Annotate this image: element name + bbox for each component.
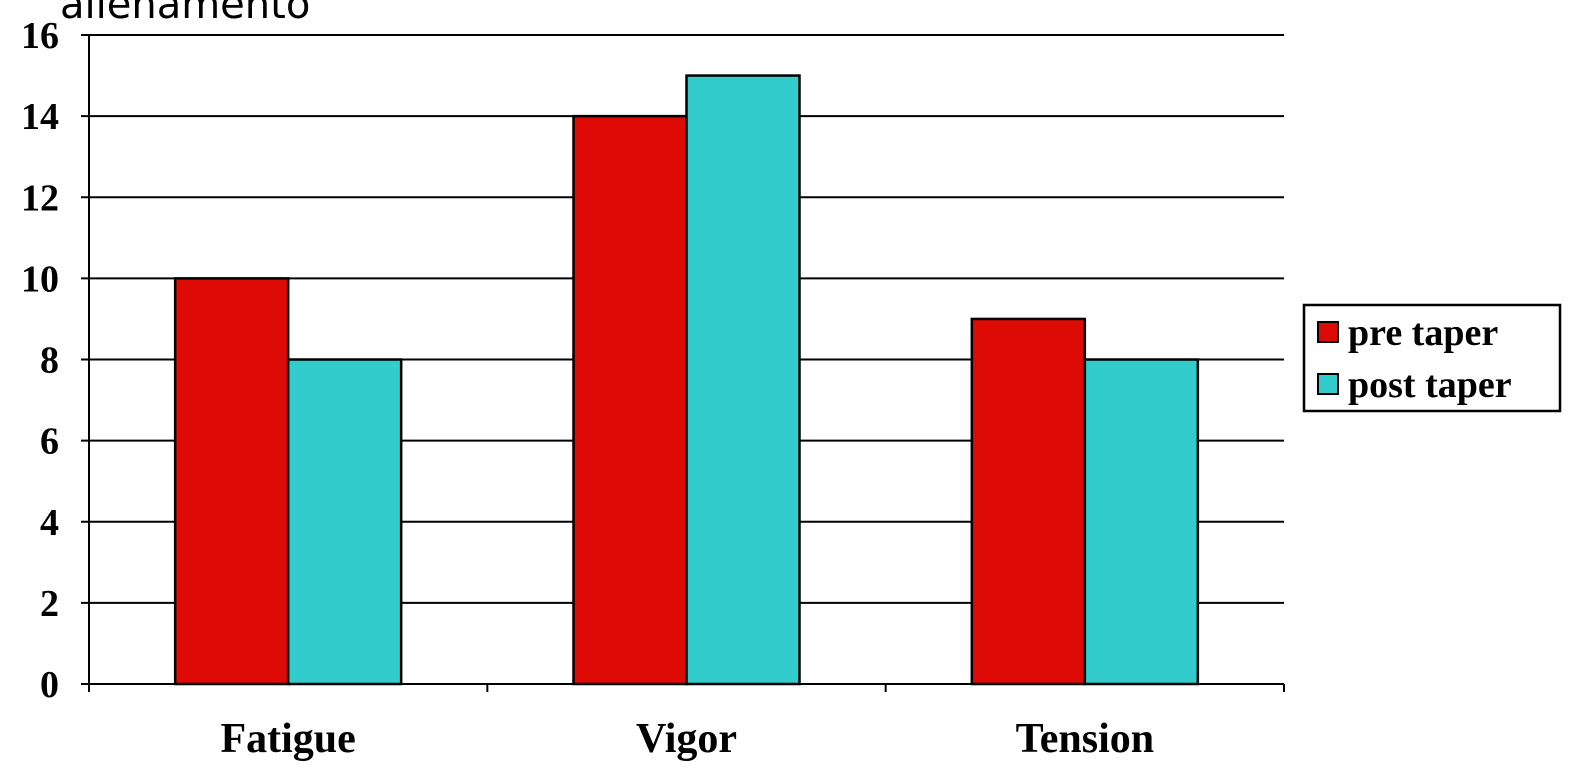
x-category-labels: Fatigue Vigor Tension (221, 716, 1155, 762)
y-tick-label: 16 (21, 15, 59, 57)
bars (173, 74, 1200, 686)
x-category-label: Fatigue (221, 716, 356, 762)
legend-swatch (1317, 321, 1339, 343)
y-tick-labels: 0 2 4 6 8 10 12 14 16 (21, 15, 59, 706)
y-tick-label: 6 (40, 421, 59, 463)
y-tick-label: 2 (40, 583, 59, 625)
legend-label: pre taper (1348, 312, 1498, 354)
legend-swatch (1317, 373, 1339, 395)
y-tick-label: 4 (40, 502, 59, 544)
y-tick-label: 8 (40, 340, 59, 382)
x-category-label: Tension (1016, 716, 1155, 762)
bar-post-taper-tension (1083, 358, 1200, 686)
y-tick-label: 10 (21, 258, 59, 300)
bar-pre-taper-fatigue (173, 277, 290, 686)
y-tick-label: 12 (21, 177, 59, 219)
bar-post-taper-vigor (685, 74, 801, 686)
legend-box (1302, 303, 1562, 413)
legend: pre taper post taper (1302, 303, 1562, 413)
chart-title: allenamento (60, 0, 310, 28)
legend-label: post taper (1348, 364, 1512, 406)
bar-pre-taper-vigor (572, 114, 688, 686)
x-category-label: Vigor (636, 716, 737, 762)
y-tick-label: 14 (21, 96, 59, 138)
bar-post-taper-fatigue (286, 358, 403, 686)
bar-pre-taper-tension (970, 317, 1087, 686)
y-tick-label: 0 (40, 664, 59, 706)
